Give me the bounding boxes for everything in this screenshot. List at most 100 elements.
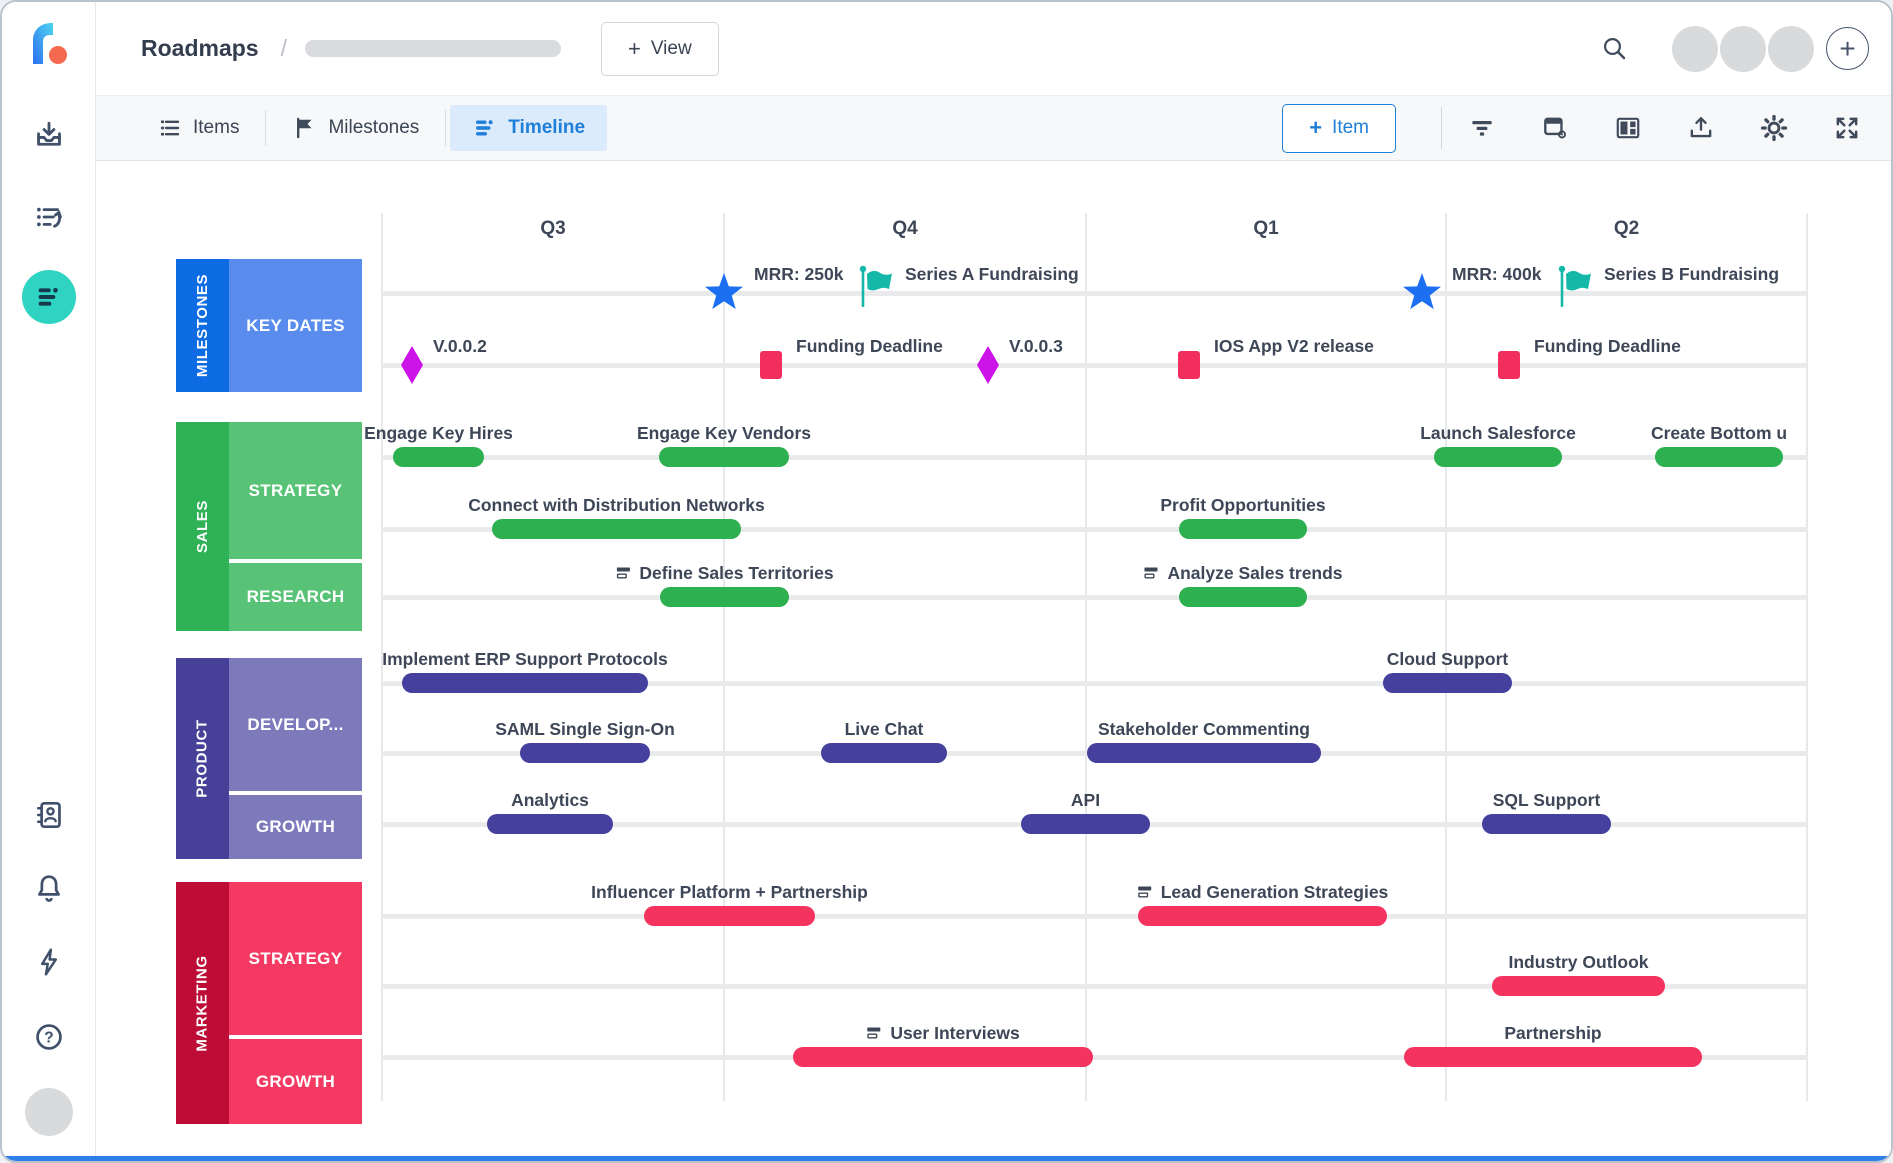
milestone-square[interactable] bbox=[1498, 351, 1520, 379]
timeline-bar[interactable] bbox=[1021, 814, 1150, 834]
quick-actions-bolt-icon[interactable] bbox=[32, 945, 66, 979]
quarter-label: Q2 bbox=[1613, 218, 1640, 239]
timeline-bar[interactable] bbox=[1179, 587, 1307, 607]
milestone-label: Funding Deadline bbox=[1534, 335, 1681, 356]
timeline-bar[interactable] bbox=[1482, 814, 1611, 834]
subitem-icon bbox=[616, 567, 630, 579]
user-avatar[interactable] bbox=[24, 1088, 73, 1136]
grid-line-horizontal bbox=[382, 1054, 1807, 1060]
bar-label-text: SQL Support bbox=[1492, 789, 1601, 810]
subitem-icon bbox=[867, 1027, 881, 1039]
subitem-icon bbox=[1137, 886, 1151, 898]
milestone-star[interactable] bbox=[1401, 273, 1443, 313]
milestone-square[interactable] bbox=[1178, 351, 1200, 379]
group-strip-label: SALES bbox=[194, 499, 212, 554]
timeline-nav-icon[interactable] bbox=[21, 270, 76, 324]
lane-label: STRATEGY bbox=[229, 882, 362, 1035]
collaborator-avatar[interactable] bbox=[1720, 25, 1766, 72]
bar-label-text: API bbox=[1070, 789, 1101, 810]
bar-label-text: Profit Opportunities bbox=[1160, 494, 1326, 515]
bar-label-text: Stakeholder Commenting bbox=[1098, 718, 1310, 739]
edit-fields-icon[interactable] bbox=[1541, 114, 1569, 142]
collaborator-avatar[interactable] bbox=[1768, 25, 1814, 72]
bar-label-text: Engage Key Hires bbox=[364, 422, 513, 443]
roadmunk-logo[interactable] bbox=[23, 18, 73, 68]
bar-label-text: User Interviews bbox=[890, 1022, 1020, 1043]
milestone-square[interactable] bbox=[760, 351, 782, 379]
timeline-bar-label: SQL Support bbox=[1493, 788, 1601, 812]
topbar: Roadmaps / + View + bbox=[95, 2, 1891, 95]
add-view-label: View bbox=[650, 37, 692, 59]
lane-label-text: STRATEGY bbox=[248, 948, 343, 968]
notifications-bell-icon[interactable] bbox=[32, 871, 66, 905]
grid-line-horizontal bbox=[382, 526, 1807, 532]
timeline-bar[interactable] bbox=[1138, 906, 1387, 926]
milestone-label: V.0.0.2 bbox=[433, 335, 487, 356]
timeline-bar-label: Define Sales Territories bbox=[615, 561, 834, 585]
expand-fullscreen-icon[interactable] bbox=[1833, 114, 1861, 142]
timeline-bar-label: SAML Single Sign-On bbox=[495, 717, 675, 741]
help-icon[interactable]: ? bbox=[32, 1020, 66, 1054]
layout-columns-icon[interactable] bbox=[1614, 114, 1642, 142]
add-view-button[interactable]: + View bbox=[600, 21, 719, 76]
contacts-icon[interactable] bbox=[32, 798, 66, 832]
timeline-bar[interactable] bbox=[487, 814, 613, 834]
tab-milestones[interactable]: Milestones bbox=[270, 105, 441, 151]
timeline-bar[interactable] bbox=[659, 447, 789, 467]
sidebar: ? bbox=[2, 2, 96, 1161]
milestone-diamond[interactable] bbox=[976, 346, 1000, 384]
timeline-bar-label: Profit Opportunities bbox=[1160, 493, 1325, 517]
timeline-bar[interactable] bbox=[821, 743, 947, 763]
group-strip-label: PRODUCT bbox=[194, 719, 211, 798]
group-strip: PRODUCT bbox=[176, 658, 229, 859]
timeline-bar[interactable] bbox=[1492, 976, 1665, 996]
settings-gear-icon[interactable] bbox=[1760, 114, 1788, 142]
search-icon[interactable] bbox=[1600, 34, 1630, 64]
timeline-bar[interactable] bbox=[1655, 447, 1783, 467]
activity-history-icon[interactable] bbox=[32, 200, 66, 234]
timeline-bar[interactable] bbox=[644, 906, 815, 926]
bar-label-text: Engage Key Vendors bbox=[636, 422, 812, 443]
milestone-flag-icon bbox=[297, 117, 312, 139]
import-icon[interactable] bbox=[32, 118, 66, 152]
grid-line-vertical bbox=[1445, 213, 1447, 1101]
timeline-bar-label: Stakeholder Commenting bbox=[1098, 717, 1310, 741]
bar-label-text: Lead Generation Strategies bbox=[1160, 881, 1389, 902]
export-icon[interactable] bbox=[1687, 114, 1715, 142]
timeline-bar-label: Partnership bbox=[1504, 1021, 1601, 1045]
subitem-icon bbox=[1144, 567, 1158, 579]
plus-icon: + bbox=[1309, 115, 1323, 140]
lane-label: KEY DATES bbox=[229, 259, 362, 392]
milestone-diamond[interactable] bbox=[400, 346, 424, 384]
timeline-bar[interactable] bbox=[1434, 447, 1562, 467]
timeline-bar-label: Engage Key Vendors bbox=[637, 421, 811, 445]
milestone-flag[interactable] bbox=[858, 265, 896, 311]
add-collaborator-button[interactable]: + bbox=[1826, 27, 1869, 70]
timeline-bar[interactable] bbox=[793, 1047, 1093, 1067]
lane-label: GROWTH bbox=[229, 1039, 362, 1124]
milestone-star[interactable] bbox=[703, 273, 745, 313]
timeline-bar[interactable] bbox=[660, 587, 789, 607]
milestone-label: MRR: 250k bbox=[754, 263, 844, 284]
timeline-bar[interactable] bbox=[1404, 1047, 1702, 1067]
milestone-flag[interactable] bbox=[1557, 265, 1595, 311]
timeline-bar-label: Analytics bbox=[511, 788, 589, 812]
collaborator-avatar[interactable] bbox=[1672, 25, 1718, 72]
tab-timeline[interactable]: Timeline bbox=[450, 105, 608, 151]
grid-line-horizontal bbox=[382, 680, 1807, 686]
timeline-bar[interactable] bbox=[393, 447, 484, 467]
timeline-bar[interactable] bbox=[1179, 519, 1307, 539]
add-item-label: Item bbox=[1332, 117, 1369, 138]
filter-icon[interactable] bbox=[1468, 114, 1496, 142]
timeline-bar[interactable] bbox=[1087, 743, 1321, 763]
tab-separator bbox=[445, 110, 447, 146]
timeline-bar[interactable] bbox=[402, 673, 648, 693]
add-item-button[interactable]: + Item bbox=[1282, 103, 1396, 153]
grid-line-horizontal bbox=[382, 983, 1807, 989]
milestone-label: V.0.0.3 bbox=[1009, 335, 1063, 356]
lane-label-text: RESEARCH bbox=[246, 587, 345, 606]
timeline-bar[interactable] bbox=[492, 519, 741, 539]
timeline-bar[interactable] bbox=[1383, 673, 1512, 693]
timeline-bar[interactable] bbox=[520, 743, 650, 763]
tab-items[interactable]: Items bbox=[135, 105, 261, 151]
